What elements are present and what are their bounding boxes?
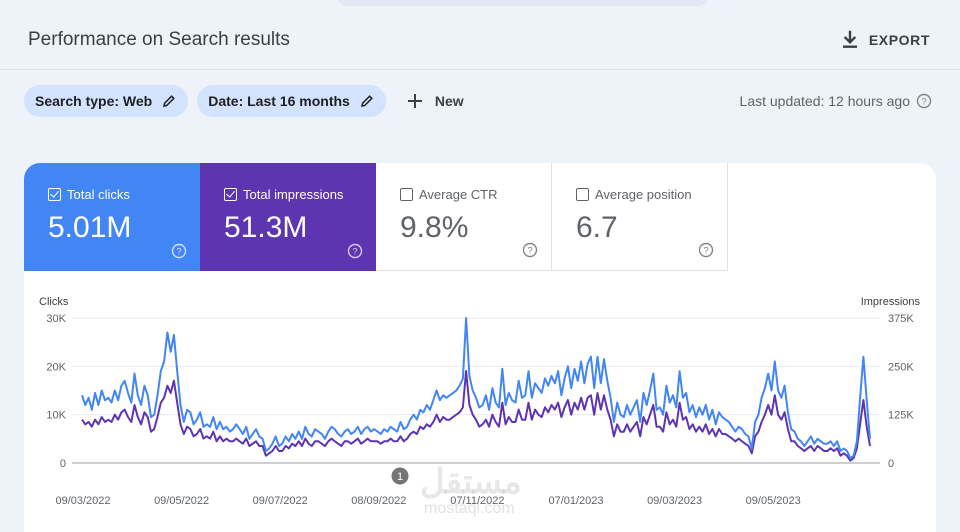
svg-text:?: ? xyxy=(703,246,708,257)
metric-label: Total impressions xyxy=(243,187,344,202)
export-button[interactable]: EXPORT xyxy=(841,30,930,50)
filter-bar: Search type: Web Date: Last 16 months Ne… xyxy=(24,85,464,117)
metric-average-position[interactable]: Average position 6.7 ? xyxy=(552,163,728,271)
right-axis: 375K 250K 125K 0 xyxy=(888,313,914,470)
watermark-logo: مستقل xyxy=(420,463,522,501)
x-axis: 09/03/2022 09/05/2022 09/07/2022 08/09/2022… xyxy=(55,495,800,507)
metric-label: Total clicks xyxy=(67,187,130,202)
search-type-label: Search type: Web xyxy=(35,93,153,109)
clicks-series-line xyxy=(81,317,871,460)
chart-grid xyxy=(72,317,880,464)
x-tick-label: 07/01/2023 xyxy=(548,495,603,507)
metric-total-clicks[interactable]: Total clicks 5.01M ? xyxy=(24,163,200,271)
right-tick-label: 375K xyxy=(888,313,914,325)
checkbox-icon[interactable] xyxy=(224,188,237,201)
download-icon xyxy=(842,30,857,48)
metric-average-ctr[interactable]: Average CTR 9.8% ? xyxy=(376,163,552,271)
x-tick-label: 09/05/2022 xyxy=(154,495,209,507)
right-tick-label: 250K xyxy=(888,361,914,373)
help-icon[interactable]: ? xyxy=(916,93,932,109)
left-axis: 30K 20K 10K 0 xyxy=(46,313,66,470)
search-type-chip[interactable]: Search type: Web xyxy=(24,85,189,117)
left-tick-label: 30K xyxy=(46,313,66,325)
new-label: New xyxy=(434,93,464,109)
help-icon[interactable]: ? xyxy=(522,242,538,258)
metric-total-impressions[interactable]: Total impressions 51.3M ? xyxy=(200,163,376,271)
last-updated-status: Last updated: 12 hours ago ? xyxy=(740,93,932,109)
x-tick-label: 09/03/2022 xyxy=(55,495,110,507)
svg-text:?: ? xyxy=(352,247,357,258)
page-header: Performance on Search results EXPORT xyxy=(0,0,960,70)
x-tick-label: 07/11/2022 xyxy=(450,495,504,507)
x-tick-label: 09/07/2022 xyxy=(253,495,308,507)
page-title: Performance on Search results xyxy=(28,29,290,50)
date-label: Date: Last 16 months xyxy=(208,93,350,109)
help-icon[interactable]: ? xyxy=(347,243,363,259)
impressions-series-line xyxy=(81,370,871,462)
performance-card: Total clicks 5.01M ? Total impressions 5… xyxy=(24,163,936,532)
svg-text:?: ? xyxy=(527,246,532,257)
metric-value: 5.01M xyxy=(48,211,132,244)
x-tick-label: 08/09/2022 xyxy=(351,495,406,507)
left-tick-label: 10K xyxy=(46,410,66,422)
performance-chart[interactable]: Clicks Impressions 30K 20K 10K 0 375K 250K 12… xyxy=(24,163,936,532)
checkbox-icon[interactable] xyxy=(400,188,413,201)
right-axis-title: Impressions xyxy=(861,296,921,308)
help-icon[interactable]: ? xyxy=(698,242,714,258)
right-tick-label: 125K xyxy=(888,410,914,422)
x-tick-label: 09/05/2023 xyxy=(746,495,801,507)
help-icon[interactable]: ? xyxy=(171,243,187,259)
watermark-text: mostaql.com xyxy=(424,500,515,517)
right-tick-label: 0 xyxy=(888,458,894,470)
left-tick-label: 20K xyxy=(46,361,66,373)
annotation-marker[interactable]: 1 xyxy=(391,467,409,485)
new-filter-button[interactable]: New xyxy=(407,93,464,109)
metric-label: Average position xyxy=(595,187,692,202)
date-chip[interactable]: Date: Last 16 months xyxy=(197,85,386,117)
metric-label: Average CTR xyxy=(419,187,498,202)
svg-text:?: ? xyxy=(921,97,926,108)
left-axis-title: Clicks xyxy=(39,296,69,308)
metric-value: 6.7 xyxy=(576,211,618,244)
edit-icon[interactable] xyxy=(360,94,374,108)
annotation-label: 1 xyxy=(397,471,403,483)
last-updated-text: Last updated: 12 hours ago xyxy=(739,93,910,109)
x-tick-label: 09/03/2023 xyxy=(647,495,702,507)
checkbox-icon[interactable] xyxy=(576,188,589,201)
metric-value: 51.3M xyxy=(224,211,308,244)
metric-value: 9.8% xyxy=(400,211,469,244)
edit-icon[interactable] xyxy=(162,94,176,108)
top-search-bar[interactable] xyxy=(335,0,710,6)
metric-tabs: Total clicks 5.01M ? Total impressions 5… xyxy=(24,163,728,271)
export-label: EXPORT xyxy=(868,32,930,48)
left-tick-label: 0 xyxy=(60,458,66,470)
checkbox-icon[interactable] xyxy=(48,188,61,201)
svg-text:?: ? xyxy=(176,247,181,258)
plus-icon xyxy=(407,94,422,108)
